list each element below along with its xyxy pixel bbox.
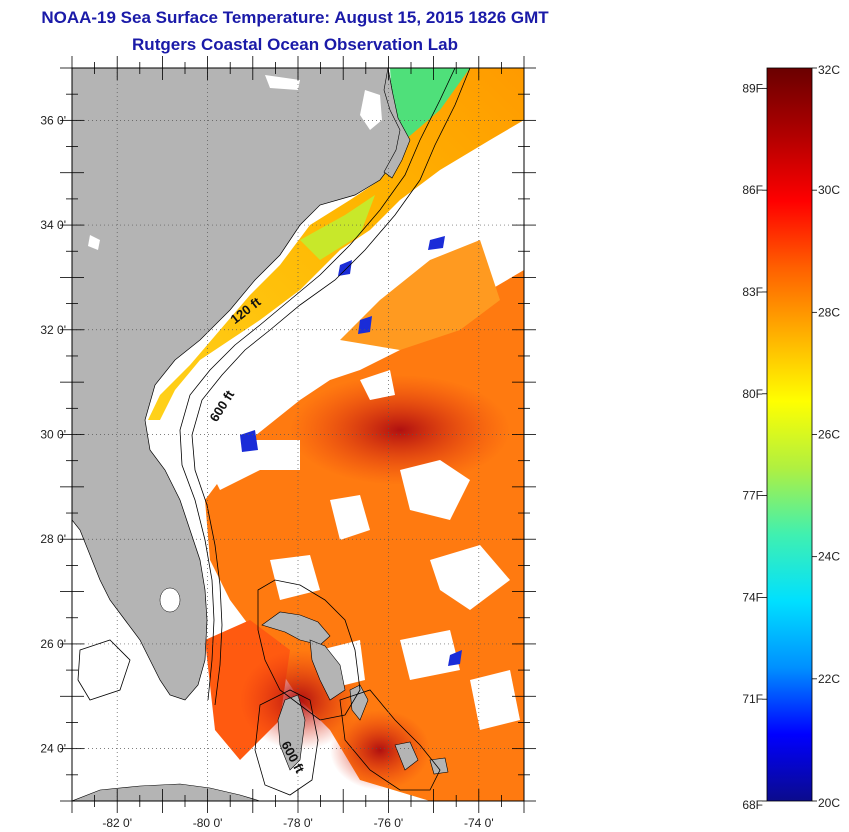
map-title: NOAA-19 Sea Surface Temperature: August … [41,8,549,27]
cold-pixel-patch [338,260,352,276]
lat-tick-label: 26 0' [40,637,66,651]
pamlico-sound [360,90,382,130]
contour-great-bahama-bank [254,689,319,796]
cloud-patch [215,440,300,490]
colorbar-fahrenheit-label: 89F [742,81,763,95]
colorbar-celsius-label: 26C [818,428,840,442]
long-island [429,757,449,775]
cuba [72,783,261,801]
cloud-patch [470,670,520,730]
cloud-patch [330,495,370,540]
contour-600ft [191,68,471,706]
cold-pixel-patch [240,430,258,452]
cold-pixel-patch [428,236,445,250]
lat-tick-label: 34 0' [40,218,66,232]
cloud-patch [360,370,395,400]
colorbar-celsius-label: 28C [818,305,840,319]
cloud-patch [430,545,510,610]
sst-green-patch [300,195,375,260]
colorbar-fahrenheit-label: 71F [742,692,763,706]
cold-pixel-patch [448,650,462,666]
lon-tick-label: -78 0' [283,816,313,830]
cat-island [394,741,419,771]
map-grid [72,68,524,801]
cloud-patch [400,630,460,680]
eleuthera [349,684,369,721]
lon-tick-label: -82 0' [102,816,132,830]
contour-bahamas-bank [257,579,361,721]
lat-tick-label: 32 0' [40,323,66,337]
inland-lake [88,235,100,250]
grand-bahama [261,611,331,646]
landmass [72,68,449,801]
colorbar-celsius-label: 32C [818,63,840,77]
contour-exuma-bank [339,689,441,791]
sst-hot-core [290,375,510,485]
colorbar-fahrenheit-label: 86F [742,183,763,197]
lat-tick-label: 36 0' [40,113,66,127]
inland-lake [265,75,300,90]
colorbar-celsius-label: 24C [818,550,840,564]
outer-banks [383,68,411,179]
lon-tick-label: -76 0' [374,816,404,830]
andros [277,694,306,771]
colorbar-celsius-label: 22C [818,672,840,686]
contour-120ft [179,68,456,701]
sst-cool-shelf-north [390,68,470,140]
map-content [72,68,524,801]
colorbar-celsius-label: 20C [818,796,840,810]
abaco [309,639,346,701]
lat-tick-label: 28 0' [40,532,66,546]
colorbar-fahrenheit-label: 83F [742,285,763,299]
bathymetry-contours [77,68,471,796]
colorbar-celsius-label: 30C [818,183,840,197]
cloud-patch [270,555,320,600]
lon-tick-label: -80 0' [193,816,223,830]
colorbar-fahrenheit-label: 80F [742,387,763,401]
contour-keys [77,639,131,701]
lake-okeechobee [159,587,181,613]
colorbar-fahrenheit-label: 77F [742,489,763,503]
lon-tick-label: -74 0' [464,816,494,830]
sst-upper-band [340,240,500,350]
colorbar-gradient [766,67,813,802]
cloud-patch [400,460,470,520]
us-mainland [72,68,406,701]
colorbar-labels: 32C 30C 28C 26C 24C 22C 20C 89F 86F 83F 80F 77F 74F 7… [742,63,840,812]
lat-tick-label: 24 0' [40,742,66,756]
lat-tick-label: 30 0' [40,428,66,442]
colorbar-fahrenheit-label: 68F [742,798,763,812]
map-subtitle: Rutgers Coastal Ocean Observation Lab [132,35,458,54]
colorbar-fahrenheit-label: 74F [742,590,763,604]
map-axes: 36 0' 34 0' 32 0' 30 0' 28 0' 26 0' 24 0' -82 0… [40,56,536,830]
